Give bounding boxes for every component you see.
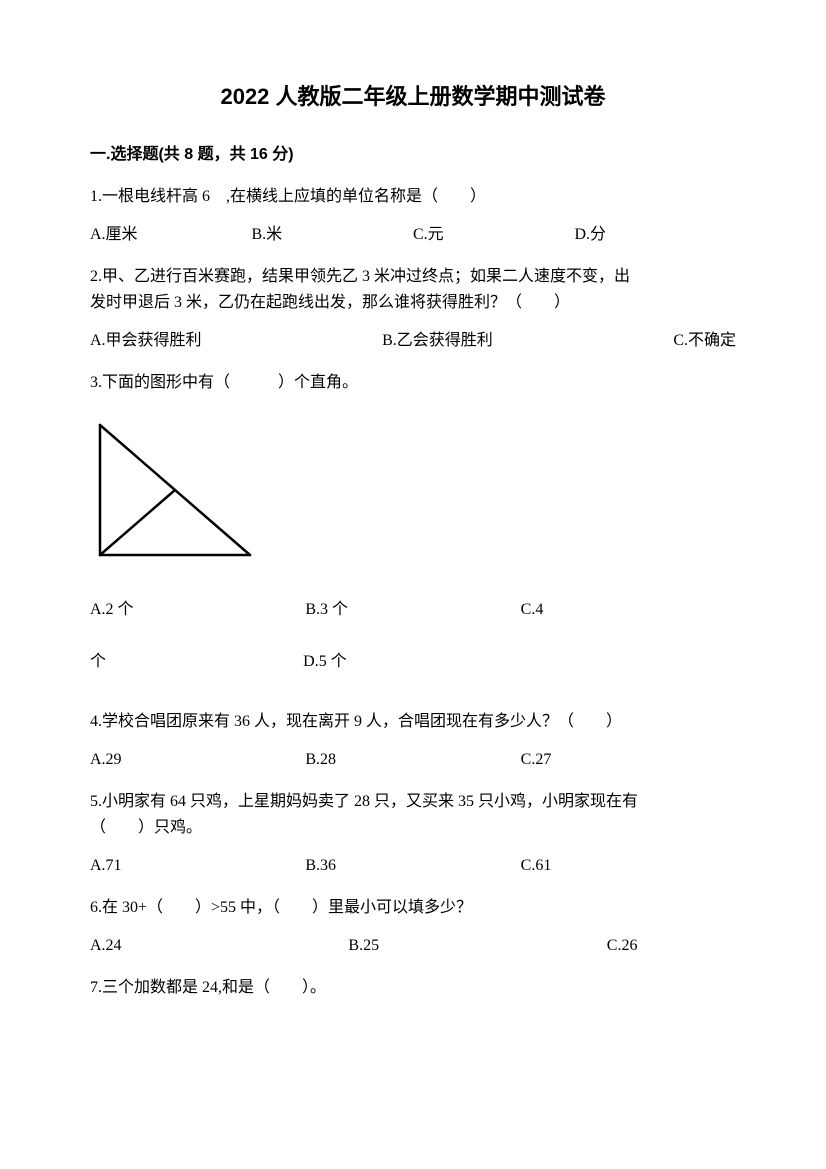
q2-options: A.甲会获得胜利 B.乙会获得胜利 C.不确定 [90, 329, 736, 353]
question-3: 3.下面的图形中有（ ）个直角。 A.2 个 B.3 个 C.4 个 D.5 个 [90, 371, 736, 674]
triangle-figure [90, 415, 255, 560]
q5-options: A.71 B.36 C.61 [90, 854, 736, 878]
q1-opt-c: C.元 [413, 223, 575, 247]
q2-line2: 发时甲退后 3 米，乙仍在起跑线出发，那么谁将获得胜利？（ ） [90, 291, 736, 315]
q3-text: 3.下面的图形中有（ ）个直角。 [90, 371, 736, 395]
q3-opt-d: D.5 个 [303, 650, 516, 674]
question-1: 1.一根电线杆高 6 ,在横线上应填的单位名称是（ ） A.厘米 B.米 C.元… [90, 185, 736, 247]
q1-opt-a: A.厘米 [90, 223, 252, 247]
q6-opt-b: B.25 [348, 934, 606, 958]
q1-options: A.厘米 B.米 C.元 D.分 [90, 223, 736, 247]
q5-line2: （ ）只鸡。 [90, 816, 736, 840]
exam-title: 2022 人教版二年级上册数学期中测试卷 [90, 80, 736, 113]
question-2: 2.甲、乙进行百米赛跑，结果甲领先乙 3 米冲过终点；如果二人速度不变，出 发时… [90, 265, 736, 353]
q4-options: A.29 B.28 C.27 [90, 748, 736, 772]
q5-opt-c: C.61 [521, 854, 736, 878]
q1-text: 1.一根电线杆高 6 ,在横线上应填的单位名称是（ ） [90, 185, 736, 209]
q5-opt-b: B.36 [305, 854, 520, 878]
q5-line1: 5.小明家有 64 只鸡，上星期妈妈卖了 28 只，又买来 35 只小鸡，小明家… [90, 790, 736, 814]
q4-opt-a: A.29 [90, 748, 305, 772]
q4-text: 4.学校合唱团原来有 36 人，现在离开 9 人，合唱团现在有多少人？（ ） [90, 710, 736, 734]
q4-opt-c: C.27 [521, 748, 736, 772]
question-5: 5.小明家有 64 只鸡，上星期妈妈卖了 28 只，又买来 35 只小鸡，小明家… [90, 790, 736, 878]
q6-opt-a: A.24 [90, 934, 348, 958]
q2-opt-b: B.乙会获得胜利 [382, 329, 493, 353]
q2-opt-a: A.甲会获得胜利 [90, 329, 202, 353]
q6-options: A.24 B.25 C.26 [90, 934, 736, 958]
q3-opt-b: B.3 个 [305, 598, 520, 622]
section-header: 一.选择题(共 8 题，共 16 分) [90, 143, 736, 167]
q3-opt-a: A.2 个 [90, 598, 305, 622]
q3-figure [90, 415, 736, 568]
q1-opt-d: D.分 [575, 223, 737, 247]
question-4: 4.学校合唱团原来有 36 人，现在离开 9 人，合唱团现在有多少人？（ ） A… [90, 710, 736, 772]
q3-opt-c2: 个 [90, 650, 303, 674]
q6-opt-c: C.26 [607, 934, 736, 958]
q1-opt-b: B.米 [252, 223, 414, 247]
q2-line1: 2.甲、乙进行百米赛跑，结果甲领先乙 3 米冲过终点；如果二人速度不变，出 [90, 265, 736, 289]
q6-text: 6.在 30+（ ）>55 中，（ ）里最小可以填多少？ [90, 896, 736, 920]
q2-opt-c: C.不确定 [673, 329, 736, 353]
q4-opt-b: B.28 [305, 748, 520, 772]
question-6: 6.在 30+（ ）>55 中，（ ）里最小可以填多少？ A.24 B.25 C… [90, 896, 736, 958]
q3-options-row2: 个 D.5 个 [90, 650, 736, 674]
q3-options-row1: A.2 个 B.3 个 C.4 [90, 598, 736, 622]
q7-text: 7.三个加数都是 24,和是（ ）。 [90, 976, 736, 1000]
question-7: 7.三个加数都是 24,和是（ ）。 [90, 976, 736, 1000]
q5-opt-a: A.71 [90, 854, 305, 878]
q3-opt-c: C.4 [521, 598, 736, 622]
